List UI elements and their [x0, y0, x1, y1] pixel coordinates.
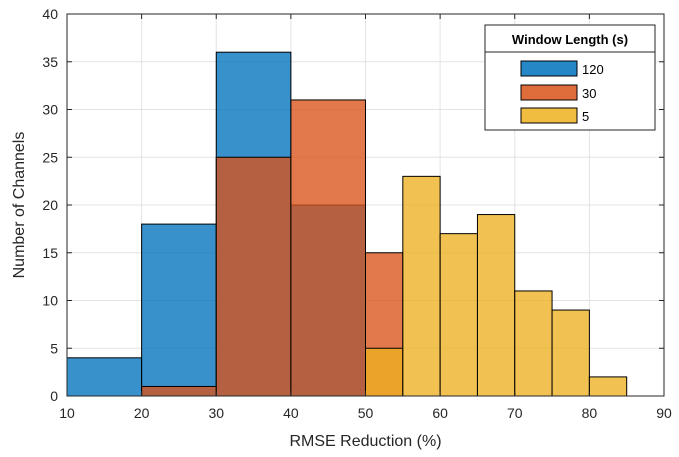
bar-30-bin-40	[290, 99, 366, 397]
y-tick-label: 20	[42, 197, 58, 213]
x-tick-label: 40	[283, 405, 299, 421]
axis-ticks	[66, 13, 665, 397]
legend-swatch-5	[520, 107, 578, 124]
bar-30-bin-30	[215, 156, 292, 397]
legend-swatch-30	[520, 84, 578, 101]
x-axis-label: RMSE Reduction (%)	[289, 433, 441, 450]
y-tick-label: 10	[42, 293, 58, 309]
bar-5-bin-55	[402, 175, 441, 397]
x-tick-label: 30	[208, 405, 224, 421]
legend-swatch-120	[520, 60, 578, 77]
legend-label-30: 30	[582, 86, 596, 101]
x-tick-label: 20	[134, 405, 150, 421]
x-tick-label: 70	[507, 405, 523, 421]
bars-layer	[66, 51, 628, 397]
bar-30-bin-20	[141, 385, 217, 397]
x-tick-labels: 10 20 30 40 50 60 70 80 90	[59, 405, 672, 421]
x-tick-label: 50	[358, 405, 374, 421]
y-tick-label: 25	[42, 149, 58, 165]
y-tick-label: 30	[42, 102, 58, 118]
x-tick-label: 60	[432, 405, 448, 421]
y-axis-label: Number of Channels	[11, 132, 28, 279]
bar-120-bin-10	[66, 357, 143, 397]
bar-5-bin-50	[365, 347, 404, 397]
bar-5-bin-70	[514, 290, 553, 397]
y-tick-label: 35	[42, 54, 58, 70]
legend-label-5: 5	[582, 109, 589, 124]
bar-120-bin-20	[141, 223, 217, 397]
x-tick-label: 10	[59, 405, 75, 421]
x-tick-label: 90	[656, 405, 672, 421]
y-tick-label: 5	[50, 340, 58, 356]
legend-title: Window Length (s)	[512, 32, 628, 47]
legend-label-120: 120	[582, 62, 604, 77]
bar-5-bin-65	[476, 214, 516, 397]
bar-5-bin-60	[439, 233, 478, 397]
y-tick-labels: 0 5 10 15 20 25 30 35 40	[42, 6, 58, 404]
x-tick-label: 80	[582, 405, 598, 421]
y-tick-label: 40	[42, 6, 58, 22]
bar-5-bin-75	[551, 309, 590, 397]
legend: Window Length (s) 120 30 5	[484, 24, 656, 131]
bar-5-bin-80	[588, 376, 628, 397]
y-tick-label: 15	[42, 245, 58, 261]
y-tick-label: 0	[50, 388, 58, 404]
